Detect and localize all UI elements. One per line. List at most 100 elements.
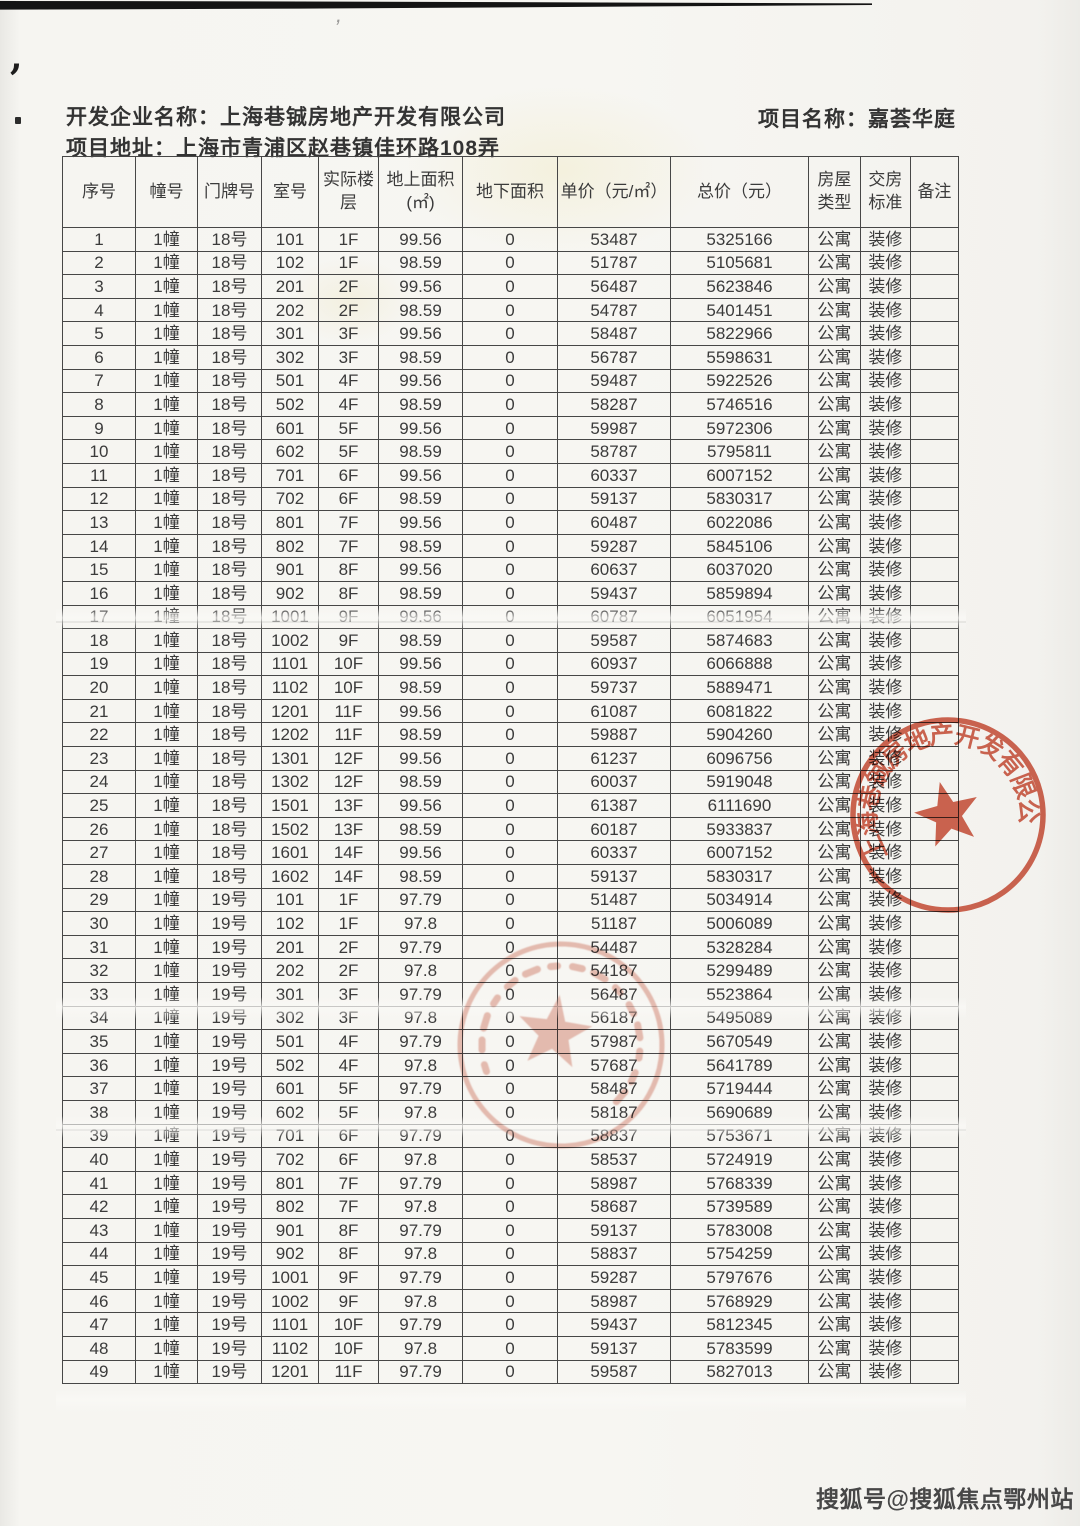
table-cell: 1602 — [260, 864, 319, 889]
table-cell: 99.56 — [377, 274, 464, 299]
table-cell: 99.56 — [377, 746, 464, 771]
table-cell: 1幢 — [135, 982, 199, 1007]
table-cell — [909, 510, 960, 535]
table-cell: 502 — [260, 1052, 319, 1078]
table-cell: 5495089 — [669, 1005, 809, 1031]
table-cell: 1幢 — [135, 1312, 199, 1337]
table-cell: 公寓 — [807, 651, 861, 677]
table-cell: 装修 — [859, 462, 911, 488]
table-row: 26 1幢 18号 1502 13F 98.59 0 60187 5933837 公寓 装修 — [61, 816, 960, 842]
table-cell: 公寓 — [807, 864, 861, 889]
table-cell: 公寓 — [807, 769, 861, 795]
table-cell — [909, 934, 960, 960]
table-cell: 97.79 — [377, 1029, 464, 1054]
table-cell: 1002 — [260, 1288, 319, 1314]
table-cell: 装修 — [859, 887, 911, 913]
table-cell: 公寓 — [807, 344, 861, 370]
table-cell: 装修 — [859, 675, 911, 700]
table-cell — [909, 297, 960, 323]
table-cell: 97.8 — [377, 911, 464, 936]
table-cell: 54187 — [557, 958, 671, 983]
table-cell: 5325166 — [669, 227, 809, 252]
table-cell: 99.56 — [377, 415, 464, 441]
table-cell: 32 — [61, 958, 137, 983]
table-cell: 19号 — [197, 1099, 262, 1125]
table-cell: 1幢 — [135, 1076, 199, 1101]
table-cell — [909, 1005, 960, 1031]
table-cell: 5034914 — [669, 887, 809, 913]
table-cell: 1幢 — [135, 368, 199, 394]
table-cell — [909, 1194, 960, 1219]
table-cell: 装修 — [859, 1123, 911, 1149]
table-row: 3 1幢 18号 201 2F 99.56 0 56487 5623846 公寓 装修 — [61, 274, 960, 299]
table-cell — [909, 982, 960, 1007]
table-row: 11 1幢 18号 701 6F 99.56 0 60337 6007152 公寓 装修 — [61, 462, 960, 488]
table-row: 2 1幢 18号 102 1F 98.59 0 51787 5105681 公寓 装修 — [61, 250, 960, 276]
table-cell: 9F — [317, 604, 380, 630]
table-cell: 302 — [260, 344, 319, 370]
table-cell: 装修 — [859, 1241, 911, 1267]
table-cell: 301 — [260, 982, 319, 1007]
table-cell: 0 — [462, 1312, 558, 1337]
table-cell: 39 — [61, 1123, 137, 1149]
table-cell: 702 — [260, 486, 319, 512]
table-cell: 0 — [462, 1052, 558, 1078]
table-cell — [909, 1076, 960, 1101]
table-cell — [909, 1147, 960, 1172]
table-cell: 0 — [462, 1359, 558, 1385]
table-cell: 12F — [317, 769, 380, 795]
table-cell: 装修 — [859, 864, 911, 889]
table-cell: 801 — [260, 510, 319, 535]
col-header-building: 幢号 — [135, 156, 199, 228]
table-cell: 19号 — [197, 982, 262, 1007]
table-cell: 0 — [462, 1217, 558, 1243]
table-cell: 97.8 — [377, 1194, 464, 1219]
table-cell — [909, 887, 960, 913]
table-cell: 公寓 — [807, 297, 861, 323]
table-cell: 1幢 — [135, 698, 199, 724]
table-cell: 1幢 — [135, 675, 199, 700]
table-cell: 60937 — [557, 651, 671, 677]
table-row: 31 1幢 19号 201 2F 97.79 0 54487 5328284 公寓 装修 — [61, 934, 960, 960]
table-cell: 14 — [61, 533, 137, 559]
table-cell: 5795811 — [669, 439, 809, 464]
table-cell — [909, 1123, 960, 1149]
table-cell: 0 — [462, 510, 558, 535]
table-cell: 装修 — [859, 557, 911, 582]
table-cell: 公寓 — [807, 1147, 861, 1172]
table-cell: 1601 — [260, 840, 319, 866]
table-cell: 0 — [462, 816, 558, 842]
table-cell: 60637 — [557, 557, 671, 582]
col-header-unit-price: 单价（元/㎡） — [557, 156, 671, 228]
table-cell: 1102 — [260, 1335, 319, 1361]
table-cell: 公寓 — [807, 1288, 861, 1314]
table-cell: 1幢 — [135, 439, 199, 464]
table-cell: 装修 — [859, 510, 911, 535]
table-cell: 0 — [462, 462, 558, 488]
table-cell: 46 — [61, 1288, 137, 1314]
table-cell: 0 — [462, 1005, 558, 1031]
table-cell — [909, 1217, 960, 1243]
table-row: 35 1幢 19号 501 4F 97.79 0 57987 5670549 公寓 装修 — [61, 1029, 960, 1054]
table-cell: 6066888 — [669, 651, 809, 677]
table-cell: 97.8 — [377, 958, 464, 983]
table-row: 8 1幢 18号 502 4F 98.59 0 58287 5746516 公寓 装修 — [61, 392, 960, 417]
table-cell: 802 — [260, 1194, 319, 1219]
table-cell — [909, 1099, 960, 1125]
address-value: 上海市青浦区赵巷镇佳环路108弄 — [176, 137, 501, 160]
developer-name-line: 开发企业名称：上海巷铖房地产开发有限公司 — [66, 101, 506, 131]
table-cell: 19号 — [197, 1076, 262, 1101]
table-cell: 51787 — [557, 250, 671, 276]
table-cell: 5724919 — [669, 1147, 809, 1172]
table-cell: 5845106 — [669, 533, 809, 559]
table-cell: 5874683 — [669, 628, 809, 653]
table-cell: 601 — [260, 415, 319, 441]
table-cell: 97.79 — [377, 887, 464, 913]
table-cell: 97.79 — [377, 934, 464, 960]
watermark-text: 搜狐号@搜狐焦点鄂州站 — [816, 1486, 1074, 1512]
table-cell: 502 — [260, 392, 319, 417]
table-cell: 0 — [462, 274, 558, 299]
table-row: 41 1幢 19号 801 7F 97.79 0 58987 5768339 公寓 装修 — [61, 1170, 960, 1196]
table-cell: 5768339 — [669, 1170, 809, 1196]
table-cell: 59737 — [557, 675, 671, 700]
